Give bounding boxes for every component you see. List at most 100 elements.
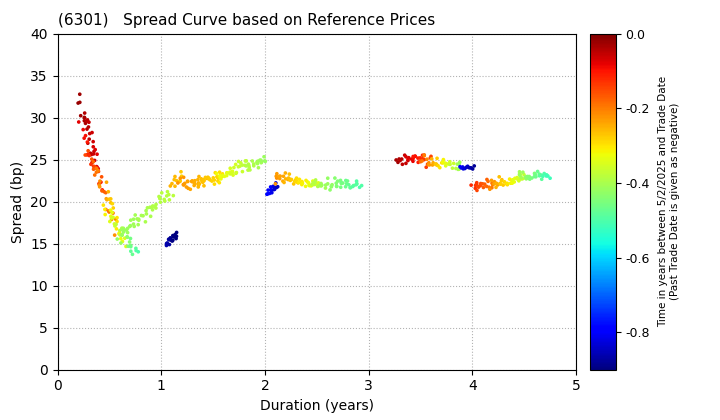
Point	[124, 223, 135, 230]
Point	[322, 181, 333, 187]
Point	[240, 158, 252, 164]
Point	[144, 204, 156, 211]
Point	[103, 207, 114, 214]
Point	[221, 172, 233, 179]
Point	[83, 123, 94, 130]
Point	[215, 175, 226, 181]
Point	[127, 221, 139, 228]
Point	[437, 160, 449, 166]
Point	[106, 216, 117, 223]
Point	[80, 132, 91, 139]
Point	[140, 207, 152, 214]
Point	[74, 91, 86, 97]
Point	[79, 110, 91, 116]
Point	[271, 175, 282, 181]
Point	[523, 173, 535, 180]
Point	[465, 182, 477, 189]
Point	[512, 176, 523, 182]
Point	[492, 181, 503, 188]
Point	[279, 170, 291, 176]
Point	[427, 162, 438, 168]
Point	[99, 211, 111, 218]
Point	[225, 171, 236, 177]
Point	[172, 180, 184, 186]
Point	[252, 158, 264, 165]
Point	[78, 118, 90, 124]
Point	[397, 161, 408, 168]
Point	[320, 185, 331, 192]
Point	[530, 173, 541, 180]
Point	[73, 100, 84, 106]
Point	[215, 176, 227, 182]
Point	[159, 198, 171, 205]
Point	[116, 226, 127, 233]
Point	[310, 176, 321, 183]
Point	[307, 178, 319, 184]
Point	[509, 175, 521, 182]
Point	[392, 159, 404, 166]
Point	[265, 186, 276, 193]
Point	[441, 160, 452, 167]
Point	[409, 153, 420, 160]
Point	[112, 236, 123, 242]
Point	[454, 163, 466, 170]
Point	[251, 159, 263, 165]
Point	[209, 181, 220, 187]
Point	[171, 233, 182, 239]
Point	[259, 158, 271, 165]
Point	[477, 184, 489, 191]
Point	[521, 174, 533, 181]
Point	[202, 175, 213, 182]
Point	[307, 181, 319, 188]
Point	[107, 209, 118, 216]
Point	[91, 165, 102, 172]
Point	[271, 171, 283, 177]
Point	[312, 183, 324, 189]
Point	[102, 197, 113, 203]
Point	[469, 185, 481, 192]
Point	[117, 231, 128, 238]
Point	[418, 152, 430, 158]
Point	[265, 184, 276, 190]
Point	[462, 163, 473, 170]
Point	[256, 159, 267, 165]
Point	[467, 165, 478, 172]
Point	[336, 179, 347, 186]
Point	[140, 218, 151, 225]
Point	[541, 173, 552, 179]
Point	[196, 177, 207, 184]
Point	[92, 165, 104, 172]
Point	[224, 169, 235, 176]
Point	[479, 181, 490, 187]
Point	[335, 177, 346, 184]
Point	[423, 161, 434, 168]
Point	[164, 235, 176, 242]
Point	[325, 183, 337, 189]
Point	[243, 162, 255, 169]
Point	[443, 161, 454, 168]
Point	[125, 248, 137, 255]
Point	[217, 172, 229, 179]
Point	[303, 182, 315, 189]
Point	[412, 155, 423, 161]
Point	[471, 179, 482, 186]
Point	[351, 180, 363, 187]
Point	[84, 152, 95, 159]
Point	[415, 158, 426, 165]
Point	[526, 175, 538, 181]
Point	[155, 199, 166, 205]
Point	[266, 189, 278, 196]
Point	[296, 179, 307, 186]
Point	[294, 176, 305, 183]
Point	[117, 225, 129, 232]
Point	[422, 161, 433, 168]
Point	[230, 169, 242, 176]
Point	[278, 173, 289, 180]
Point	[269, 181, 281, 187]
Point	[94, 180, 105, 187]
Point	[199, 174, 211, 181]
Point	[426, 153, 437, 160]
Point	[120, 243, 132, 250]
Point	[142, 205, 153, 211]
Point	[337, 180, 348, 186]
